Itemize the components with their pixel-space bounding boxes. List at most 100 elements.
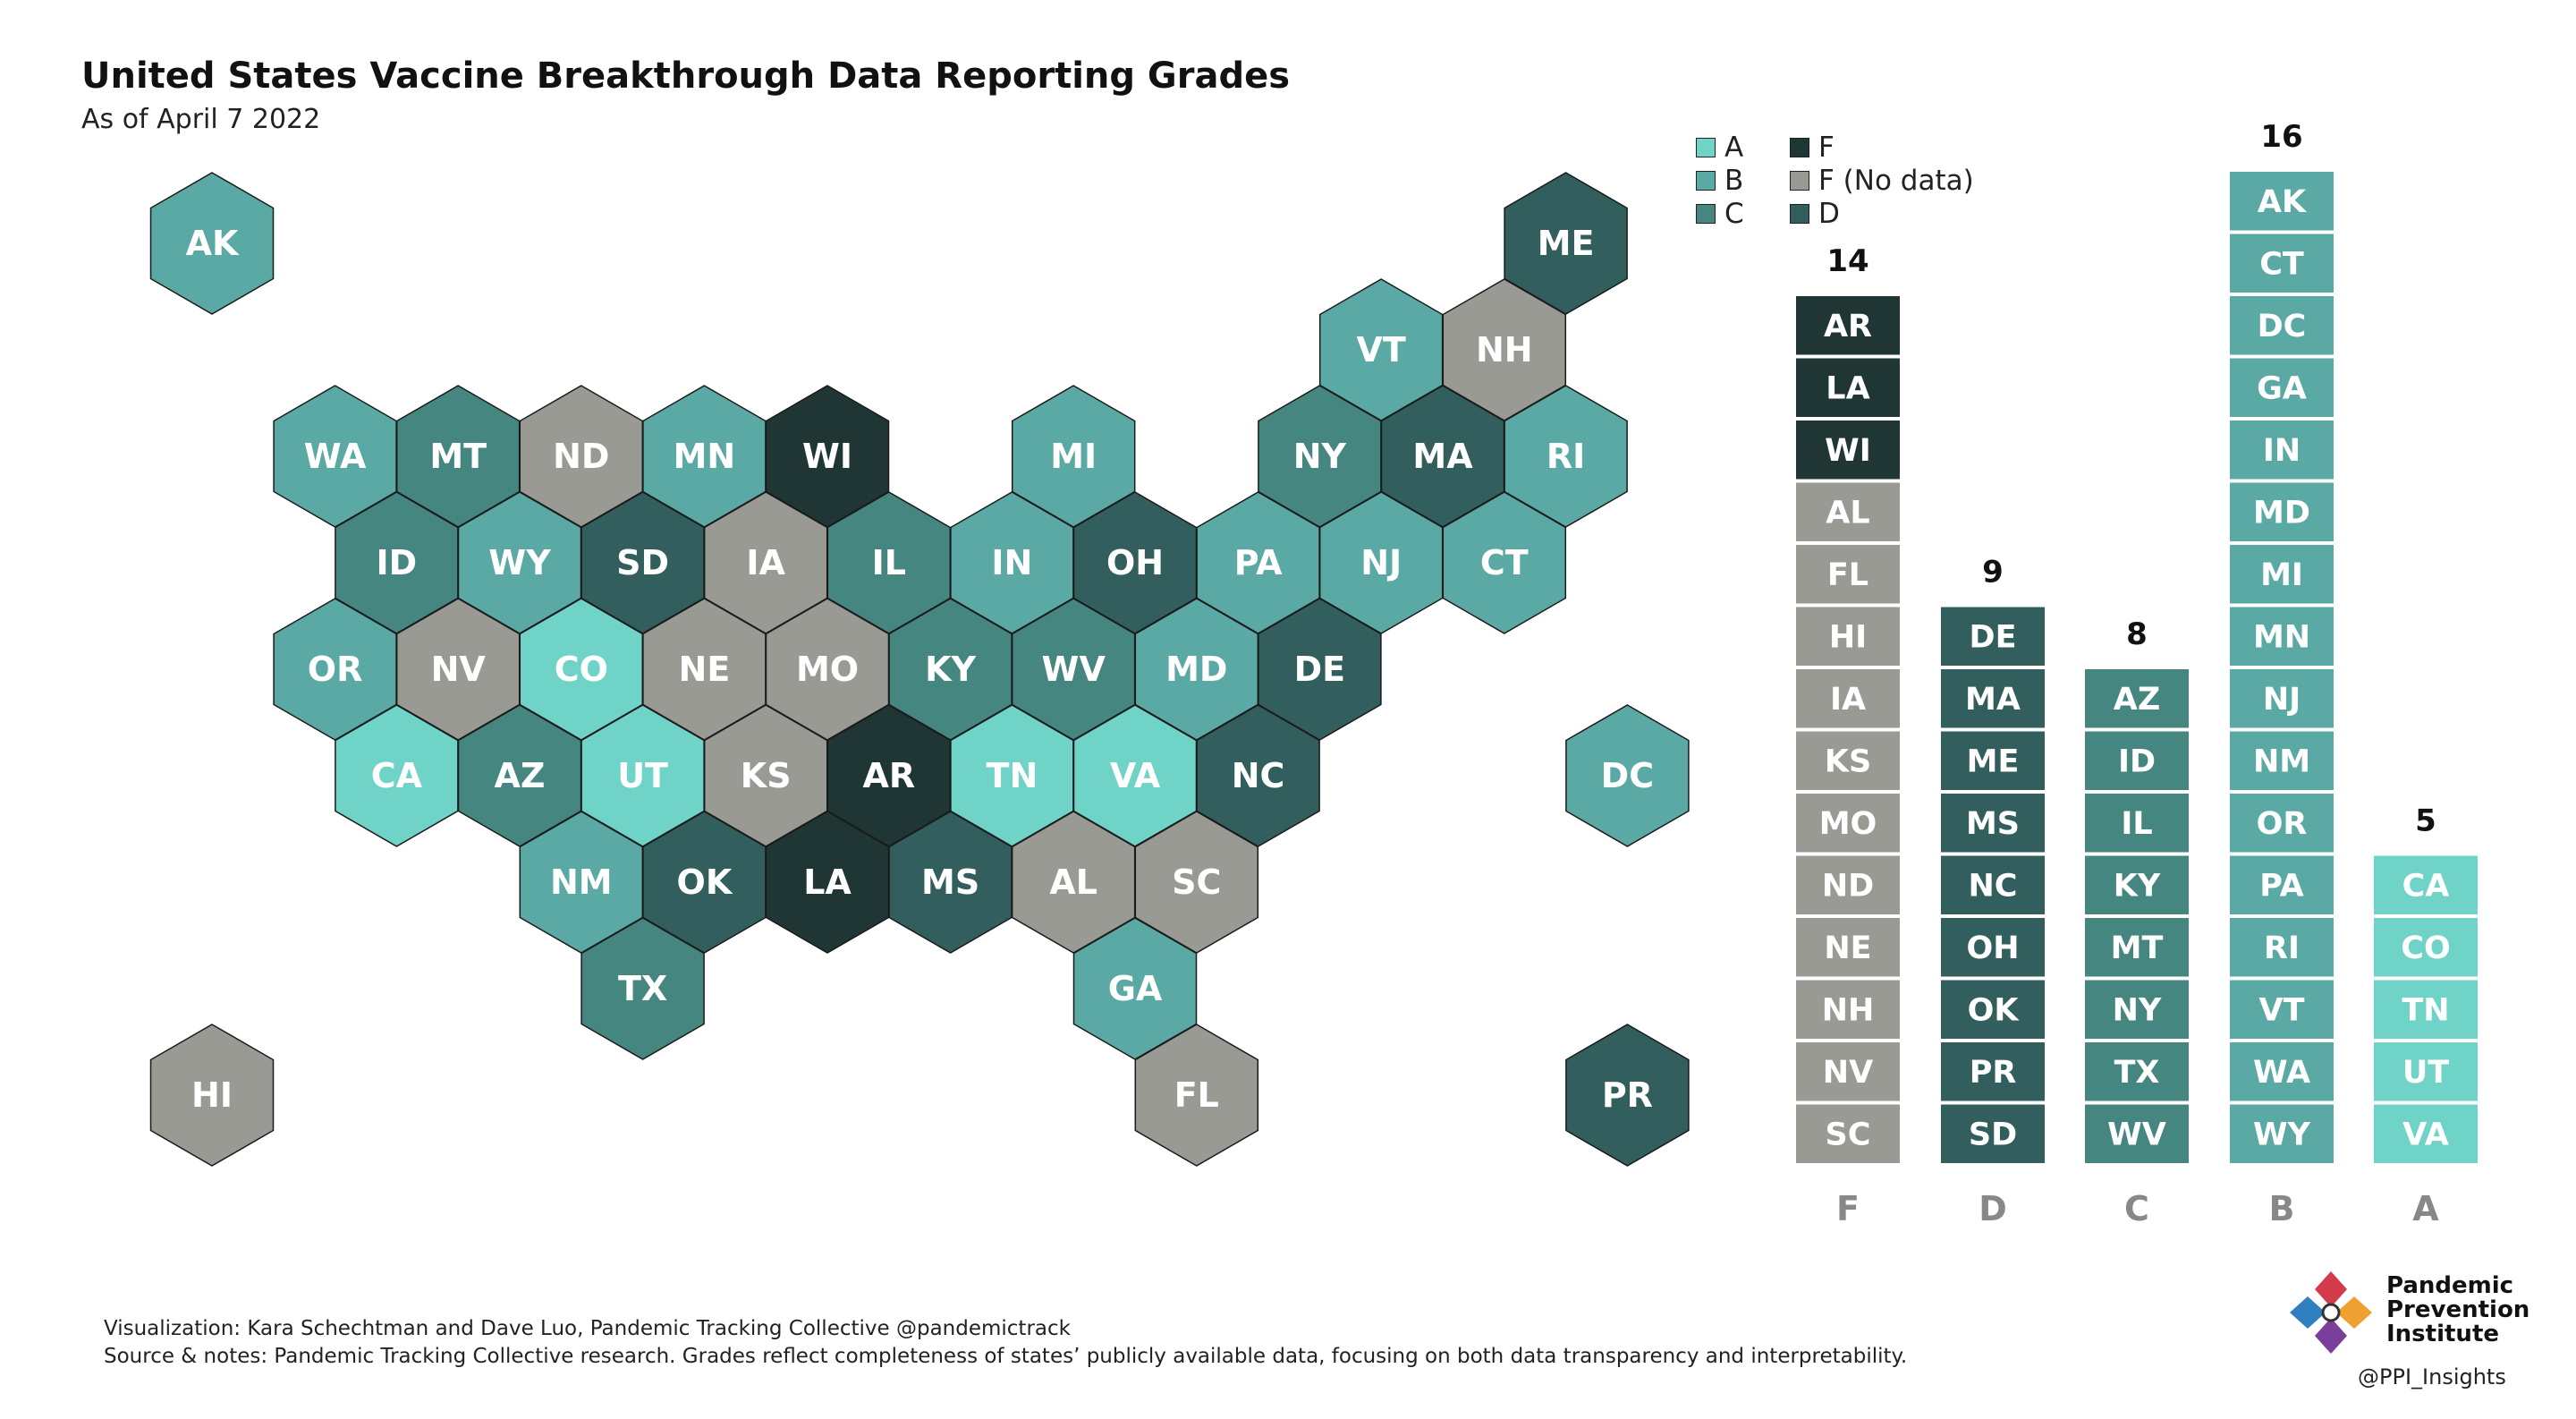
hex-label-hi: HI [191, 1075, 233, 1115]
bar-cell-label-d-ms: MS [1966, 806, 2020, 842]
ppi-name-line-1: Pandemic [2386, 1272, 2514, 1299]
legend-item-f-no-data: F (No data) [1790, 164, 1987, 197]
bar-cell-b-pa [2230, 855, 2334, 914]
bar-cell-b-ri [2230, 918, 2334, 977]
hex-label-mo: MO [796, 650, 859, 689]
bar-cell-label-d-ma: MA [1965, 682, 2021, 718]
bar-count-c: 8 [2126, 616, 2148, 652]
bar-cell-label-b-vt: VT [2259, 992, 2305, 1028]
bar-cell-label-f-fl: FL [1827, 557, 1868, 593]
hex-label-il: IL [872, 543, 906, 582]
bar-cell-b-vt [2230, 980, 2334, 1039]
bar-cell-label-f-ks: KS [1825, 743, 1871, 779]
bar-cell-a-co [2374, 918, 2478, 977]
bar-cell-d-de [1941, 607, 2045, 666]
x-tick-a: A [2412, 1189, 2439, 1228]
bar-cell-f-nv [1796, 1042, 1900, 1101]
hex-label-de: DE [1294, 650, 1346, 689]
bar-cell-c-wv [2085, 1104, 2189, 1163]
bar-cell-b-or [2230, 794, 2334, 853]
bar-cell-a-tn [2374, 980, 2478, 1039]
bar-cell-label-b-in: IN [2263, 433, 2301, 469]
legend-item-a: A [1696, 131, 1790, 164]
bar-cell-f-ar [1796, 296, 1900, 355]
bar-cell-b-mi [2230, 545, 2334, 604]
legend-label: A [1724, 131, 1744, 164]
legend-item-b: B [1696, 164, 1790, 197]
bar-cell-label-b-ct: CT [2259, 246, 2304, 282]
bar-cell-label-c-mt: MT [2111, 930, 2164, 966]
hex-label-ri: RI [1546, 437, 1585, 476]
x-tick-d: D [1979, 1189, 2007, 1228]
hex-label-nh: NH [1476, 330, 1533, 370]
hex-label-wy: WY [488, 543, 551, 582]
legend-item-d: D [1790, 197, 1987, 230]
bar-cell-b-ak [2230, 172, 2334, 231]
bar-cell-f-ia [1796, 669, 1900, 728]
hex-label-ok: OK [677, 862, 733, 902]
bar-cell-label-a-va: VA [2402, 1117, 2449, 1152]
bar-cell-d-me [1941, 731, 2045, 790]
grade-bar-chart: 14 AR LA WI AL FL HI IA KS MO ND NE NH NV SC F 9 DE MA ME MS… [1796, 119, 2478, 1228]
ppi-logo-icon [2290, 1271, 2372, 1354]
chart-subtitle: As of April 7 2022 [81, 104, 321, 135]
hex-label-sd: SD [616, 543, 669, 582]
bar-cell-b-ct [2230, 234, 2334, 293]
hex-label-wa: WA [304, 437, 367, 476]
hex-label-nc: NC [1232, 756, 1285, 795]
bar-cell-label-b-md: MD [2253, 495, 2310, 531]
legend-label: B [1724, 164, 1744, 197]
bar-cell-label-d-nc: NC [1969, 868, 2018, 904]
bar-cell-label-c-il: IL [2121, 806, 2152, 842]
hex-label-pr: PR [1602, 1075, 1653, 1115]
hex-label-mn: MN [674, 437, 736, 476]
hex-label-pa: PA [1234, 543, 1283, 582]
bar-cell-a-ca [2374, 855, 2478, 914]
hex-label-fl: FL [1174, 1075, 1219, 1115]
hex-label-me: ME [1538, 224, 1595, 263]
bar-cell-label-f-mo: MO [1819, 806, 1877, 842]
x-tick-c: C [2124, 1189, 2149, 1228]
bar-cell-f-fl [1796, 545, 1900, 604]
hex-ct [1442, 491, 1567, 634]
bar-cell-c-ny [2085, 980, 2189, 1039]
hex-label-ky: KY [925, 650, 976, 689]
hex-label-ca: CA [371, 756, 423, 795]
bar-cell-a-va [2374, 1104, 2478, 1163]
bar-cell-f-la [1796, 358, 1900, 417]
bar-cell-c-mt [2085, 918, 2189, 977]
hex-label-ga: GA [1108, 969, 1163, 1008]
bar-cell-label-b-wa: WA [2253, 1055, 2310, 1091]
bar-cell-label-f-al: AL [1826, 495, 1869, 531]
ppi-name-line-2: Prevention [2386, 1296, 2530, 1323]
bar-cell-label-b-wy: WY [2253, 1117, 2311, 1152]
bar-cell-label-f-wi: WI [1825, 433, 1871, 469]
bar-cell-f-al [1796, 482, 1900, 541]
hex-label-ak: AK [186, 224, 240, 263]
bar-count-a: 5 [2415, 803, 2436, 839]
bar-cell-f-hi [1796, 607, 1900, 666]
hex-label-vt: VT [1357, 330, 1406, 370]
hex-label-az: AZ [495, 756, 546, 795]
bar-cell-label-f-ar: AR [1824, 309, 1872, 344]
hex-map: AK ME VT NH WA MT ND MN WI MI NY MA RI ID WY SD IA IL IN OH… [149, 172, 1690, 1167]
legend-label: F (No data) [1818, 164, 1974, 197]
hex-label-va: VA [1110, 756, 1161, 795]
bar-cell-label-f-ia: IA [1830, 682, 1866, 718]
hex-label-wi: WI [802, 437, 852, 476]
legend-swatch [1790, 203, 1809, 224]
chart-title: United States Vaccine Breakthrough Data … [81, 55, 1291, 97]
bar-cell-c-ky [2085, 855, 2189, 914]
bar-cell-label-b-or: OR [2257, 806, 2308, 842]
bar-cell-label-b-nj: NJ [2263, 682, 2301, 718]
ppi-name-line-3: Institute [2386, 1321, 2500, 1347]
hex-label-ct: CT [1480, 543, 1529, 582]
bar-cell-label-c-tx: TX [2114, 1055, 2160, 1091]
bar-count-d: 9 [1982, 555, 2004, 591]
bar-cell-b-in [2230, 421, 2334, 480]
hex-label-md: MD [1165, 650, 1227, 689]
legend-swatch [1696, 170, 1716, 191]
bar-cell-label-f-nd: ND [1822, 868, 1874, 904]
bar-cell-b-nj [2230, 669, 2334, 728]
